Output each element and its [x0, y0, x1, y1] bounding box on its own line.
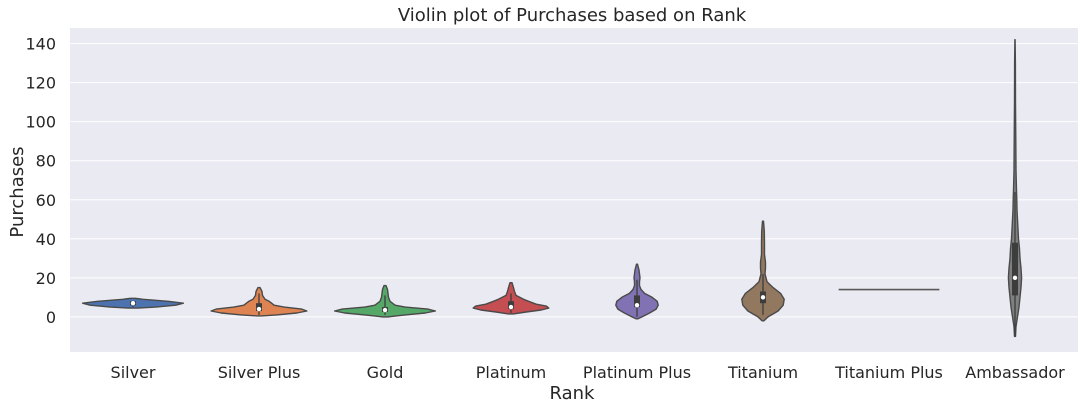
gridlines — [70, 43, 1078, 318]
y-tick-label: 80 — [36, 152, 56, 171]
x-tick-label: Titanium Plus — [834, 363, 943, 382]
x-axis-label: Rank — [550, 383, 596, 404]
y-tick-label: 100 — [25, 113, 56, 132]
violin-median — [1012, 275, 1018, 281]
violin-median — [634, 302, 640, 308]
violin-median — [130, 301, 136, 306]
x-tick-label: Platinum Plus — [583, 363, 691, 382]
violin-gold — [333, 284, 437, 318]
x-tick-label: Platinum — [476, 363, 546, 382]
violin-median — [508, 304, 514, 310]
violin-iqr-box — [1012, 242, 1018, 296]
x-tick-label: Titanium — [727, 363, 798, 382]
violin-titanium — [741, 220, 785, 322]
violins — [81, 39, 1023, 338]
violin-silver — [81, 297, 185, 309]
violin-ambassador — [1007, 39, 1023, 338]
violin-platinum-plus — [615, 263, 659, 320]
violin-platinum — [472, 282, 550, 315]
x-tick-label: Silver Plus — [218, 363, 301, 382]
x-tick-labels: Silver Silver Plus Gold Platinum Platinum Pl… — [111, 363, 1066, 382]
y-tick-label: 40 — [36, 230, 56, 249]
violin-silver-plus — [210, 286, 308, 317]
violin-median — [382, 307, 388, 313]
y-tick-labels: 0 20 40 60 80 100 120 140 — [25, 35, 56, 327]
violin-median — [256, 306, 262, 312]
y-axis-label: Purchases — [7, 146, 28, 237]
y-tick-label: 140 — [25, 35, 56, 54]
violin-body — [741, 220, 785, 322]
y-tick-label: 20 — [36, 269, 56, 288]
plot-area — [70, 28, 1078, 352]
y-tick-label: 0 — [46, 308, 56, 327]
chart-title: Violin plot of Purchases based on Rank — [398, 5, 747, 26]
violin-body — [1007, 39, 1023, 338]
y-tick-label: 60 — [36, 191, 56, 210]
x-tick-label: Silver — [111, 363, 156, 382]
x-tick-label: Gold — [367, 363, 404, 382]
violin-iqr-box — [634, 295, 640, 308]
violin-median — [760, 295, 766, 300]
y-tick-label: 120 — [25, 74, 56, 93]
x-tick-label: Ambassador — [965, 363, 1065, 382]
